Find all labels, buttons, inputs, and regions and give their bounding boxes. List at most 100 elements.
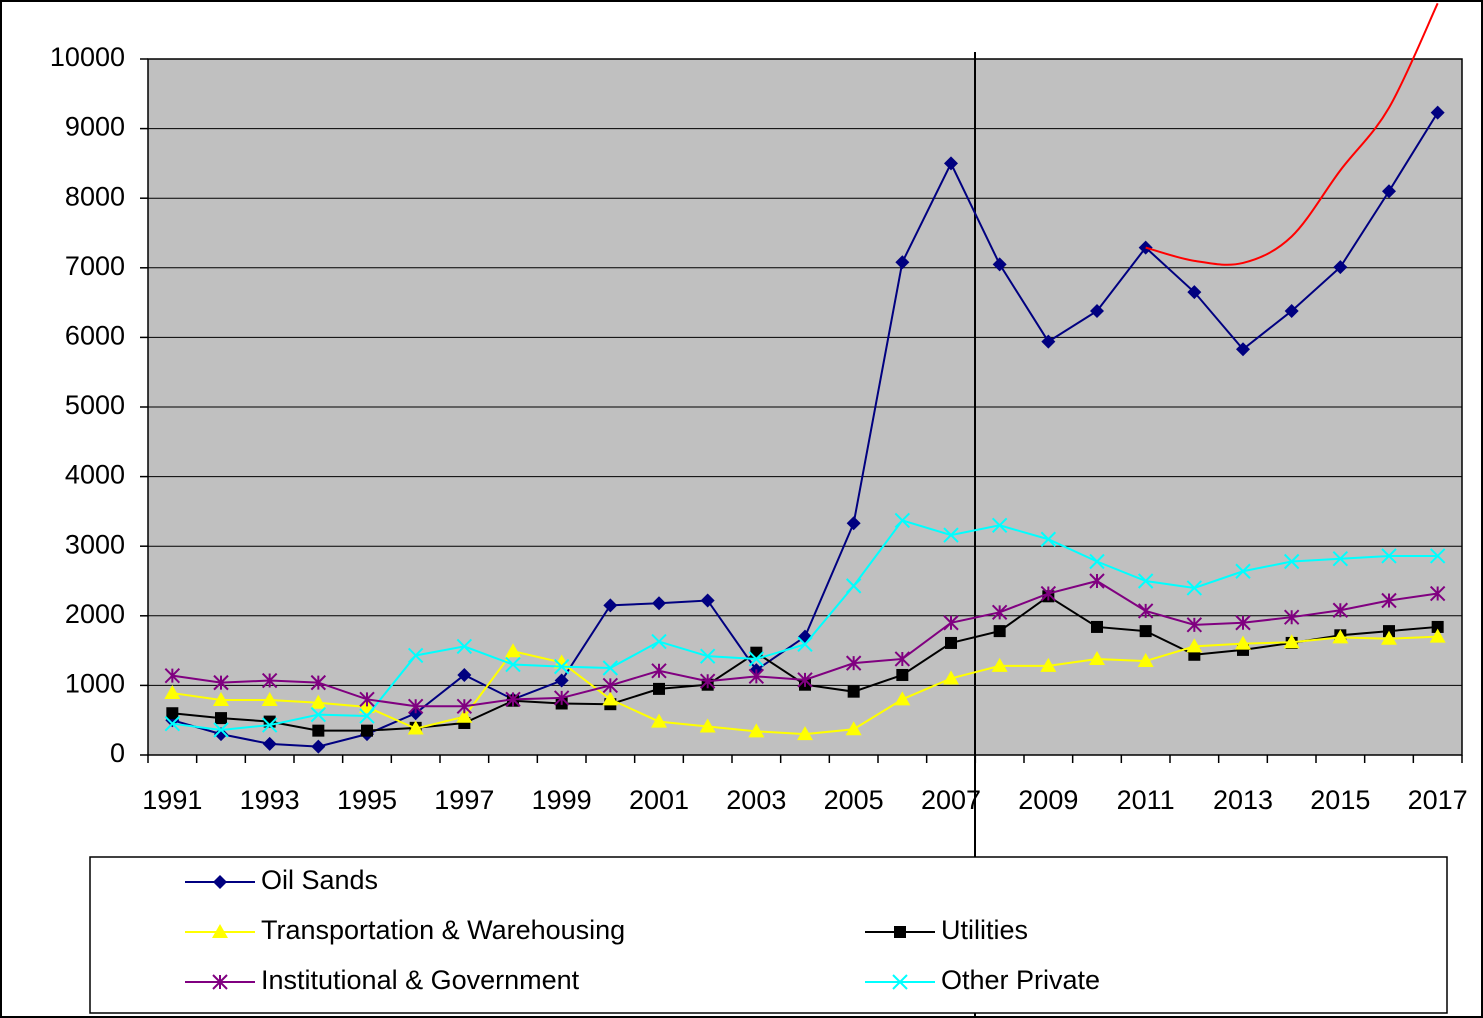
- marker: [894, 926, 906, 938]
- marker: [653, 682, 665, 695]
- marker: [1236, 342, 1250, 357]
- marker: [554, 673, 569, 688]
- marker: [310, 694, 327, 709]
- marker: [166, 707, 179, 720]
- marker: [748, 651, 765, 667]
- marker: [212, 974, 228, 990]
- marker: [505, 656, 521, 673]
- x-tick-label: 1999: [532, 785, 592, 815]
- marker: [894, 512, 911, 529]
- marker: [1332, 551, 1349, 567]
- marker: [407, 720, 424, 735]
- marker: [164, 667, 181, 684]
- x-tick-label: 1993: [240, 785, 300, 815]
- marker: [1186, 580, 1203, 596]
- marker: [1040, 531, 1057, 547]
- marker: [1089, 553, 1105, 570]
- x-tick-label: 2005: [824, 785, 884, 815]
- x-tick-label: 1991: [142, 785, 202, 815]
- y-tick-label: 8000: [65, 181, 125, 211]
- y-tick-label: 7000: [65, 251, 125, 281]
- marker: [505, 691, 521, 708]
- marker: [602, 677, 619, 694]
- legend-box: [89, 856, 1448, 1014]
- x-tick-label: 2001: [629, 785, 689, 815]
- marker: [1235, 563, 1251, 579]
- marker: [651, 633, 667, 650]
- marker: [1089, 650, 1105, 665]
- marker: [164, 715, 181, 732]
- marker: [457, 667, 472, 682]
- marker: [553, 690, 570, 706]
- marker: [1381, 592, 1397, 609]
- series-line: [1145, 2, 1439, 266]
- marker: [652, 596, 666, 611]
- marker: [407, 698, 424, 714]
- marker: [1332, 602, 1349, 618]
- marker: [261, 692, 278, 707]
- marker: [1186, 638, 1203, 653]
- y-tick-label: 10000: [50, 42, 125, 72]
- marker: [1137, 603, 1154, 619]
- marker: [896, 668, 909, 681]
- marker: [553, 658, 570, 675]
- y-tick-label: 9000: [65, 112, 125, 142]
- marker: [214, 727, 228, 742]
- marker: [505, 643, 521, 658]
- marker: [1429, 548, 1446, 564]
- y-tick-label: 2000: [65, 599, 125, 629]
- marker: [748, 668, 765, 685]
- marker: [992, 257, 1007, 272]
- x-tick-label: 2003: [726, 785, 786, 815]
- legend-label: Oil Sands: [261, 865, 378, 895]
- marker: [797, 636, 813, 653]
- x-tick-label: 2011: [1117, 785, 1175, 815]
- x-tick-label: 2017: [1408, 785, 1468, 815]
- marker: [456, 708, 473, 723]
- marker: [846, 516, 861, 531]
- marker: [261, 717, 278, 733]
- marker: [1139, 625, 1152, 638]
- marker: [847, 685, 860, 698]
- marker: [262, 736, 277, 751]
- marker: [310, 706, 327, 723]
- marker: [310, 674, 327, 691]
- marker: [213, 674, 229, 691]
- marker: [1137, 573, 1154, 589]
- marker: [1283, 609, 1300, 625]
- marker: [797, 726, 813, 741]
- marker: [651, 713, 667, 728]
- marker: [797, 672, 813, 688]
- legend-label: Institutional & Government: [261, 965, 580, 995]
- marker: [602, 691, 619, 706]
- marker: [1283, 634, 1300, 649]
- y-tick-label: 1000: [65, 669, 125, 699]
- marker: [894, 651, 911, 667]
- marker: [699, 718, 716, 733]
- marker: [1235, 615, 1251, 631]
- marker: [1040, 657, 1057, 672]
- marker: [991, 604, 1008, 621]
- marker: [944, 156, 958, 171]
- marker: [164, 685, 181, 700]
- marker: [1040, 585, 1057, 602]
- marker: [1137, 653, 1154, 668]
- marker: [359, 708, 375, 724]
- marker: [213, 875, 227, 889]
- marker: [456, 698, 473, 714]
- marker: [261, 672, 278, 689]
- marker: [1382, 184, 1396, 199]
- marker: [1381, 630, 1397, 645]
- marker: [845, 578, 862, 594]
- marker: [215, 712, 227, 725]
- marker: [651, 663, 667, 679]
- y-tick-label: 5000: [65, 390, 125, 420]
- marker: [603, 598, 618, 613]
- marker: [553, 654, 570, 669]
- marker: [845, 655, 862, 671]
- marker: [212, 924, 228, 938]
- marker: [892, 974, 908, 990]
- marker: [1430, 105, 1445, 120]
- marker: [359, 691, 375, 708]
- x-tick-label: 2013: [1213, 785, 1273, 815]
